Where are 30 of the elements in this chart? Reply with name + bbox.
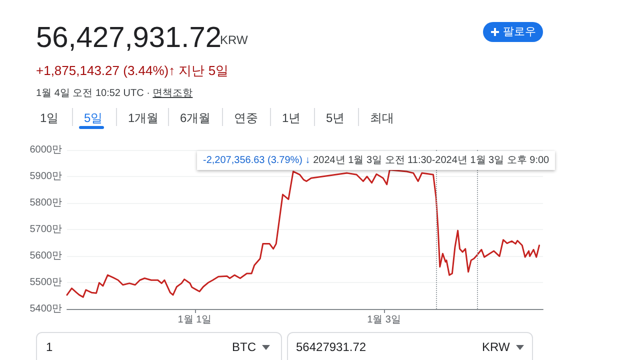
text: 최대 — [370, 110, 394, 127]
y-tick-label: 5600만 — [30, 250, 62, 262]
text: KRW — [220, 33, 248, 47]
chart-subtitle: +1,875,143.27 (3.44%)↑ 지난 5일 — [36, 62, 229, 80]
text: KRW — [482, 340, 510, 354]
text: 5년 — [326, 110, 345, 127]
y-tick-label: 6000만 — [30, 144, 62, 156]
text: 56427931.72 — [296, 340, 366, 354]
text: 1 — [46, 340, 53, 354]
chart-title: 56,427,931.72 — [36, 21, 222, 56]
y-tick-label: 5400만 — [30, 304, 62, 314]
y-tick-label: 5800만 — [30, 198, 62, 208]
x-tick-label: 1월 1일 — [178, 314, 212, 326]
text: 1개월 — [128, 110, 159, 127]
y-tick-label: 5700만 — [30, 224, 62, 235]
line-series — [66, 169, 540, 298]
x-tick-label: 1월 3일 — [367, 314, 401, 326]
text: 1일 — [40, 110, 59, 127]
annotation: 2024년 1월 3일 오전 11:30-2024년 1월 3일 오후 9:00 — [313, 155, 550, 166]
text: BTC — [232, 340, 256, 354]
text: 팔로우 — [503, 25, 536, 40]
y-tick-label: 5500만 — [30, 277, 62, 288]
text: 5일 — [84, 110, 103, 127]
text: 면책조항 — [152, 88, 193, 99]
text: 1월 4일 오전 10:52 UTC · — [36, 88, 150, 99]
y-tick-label: 5900만 — [30, 171, 62, 182]
annotation: -2,207,356.63 (3.79%) ↓ — [203, 155, 310, 166]
text: 연중 — [234, 110, 258, 127]
text: 1년 — [282, 110, 301, 127]
text: 6개월 — [180, 110, 211, 127]
